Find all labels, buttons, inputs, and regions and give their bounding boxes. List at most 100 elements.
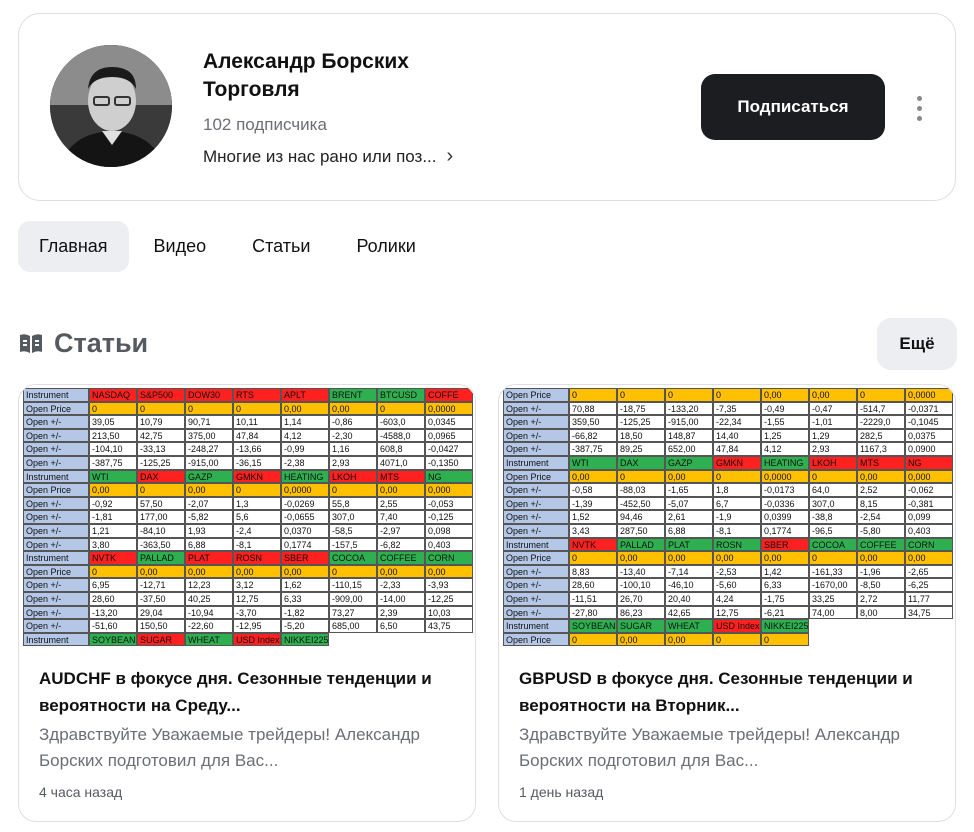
table-cell: Instrument (23, 632, 89, 647)
table-cell: 608,8 (377, 442, 425, 456)
table-cell: SBER (281, 551, 329, 565)
table-cell: 34,75 (905, 605, 953, 620)
table-cell: DAX (617, 455, 665, 470)
table-cell: PLAT (665, 537, 713, 552)
tab-articles[interactable]: Статьи (252, 236, 311, 256)
table-cell: 1,29 (809, 428, 857, 443)
table-cell: 2,55 (377, 496, 425, 511)
table-cell: -1670,00 (809, 578, 857, 592)
table-cell: COFFEE (377, 551, 425, 565)
table-cell: -0,0427 (425, 442, 473, 456)
table-cell: -0,381 (905, 496, 953, 511)
table-cell: 0,0000 (281, 483, 329, 497)
table-cell (329, 632, 377, 647)
table-cell (857, 632, 905, 647)
article-title[interactable]: GBPUSD в фокусе дня. Сезонные тенденции … (519, 669, 913, 715)
article-title[interactable]: AUDCHF в фокусе дня. Сезонные тенденции … (39, 669, 432, 715)
table-cell: 55,8 (329, 496, 377, 511)
table-cell: 6,33 (761, 578, 809, 592)
table-cell: Open +/- (23, 591, 89, 606)
table-cell: 0,00 (761, 551, 809, 565)
table-cell: 8,15 (857, 496, 905, 511)
table-cell: DAX (137, 469, 185, 484)
table-cell: Open +/- (503, 564, 569, 579)
table-cell: Open +/- (503, 605, 569, 620)
table-cell: -2,54 (857, 510, 905, 524)
tab-main[interactable]: Главная (18, 221, 129, 272)
table-cell: -58,5 (329, 523, 377, 538)
table-cell: 0 (713, 469, 761, 484)
table-cell: -452,50 (617, 496, 665, 511)
seasonal-table: Instrument NASDAQ S&P500 DOW30 RTS APLT BRENT B… (23, 388, 473, 647)
article-card[interactable]: Instrument NASDAQ S&P500 DOW30 RTS APLT BRENT B… (18, 384, 476, 822)
table-cell: 57,50 (137, 496, 185, 511)
table-cell: 3,43 (569, 523, 617, 538)
table-cell: 1,42 (761, 564, 809, 579)
table-cell: 0 (329, 564, 377, 579)
table-cell: -37,50 (137, 591, 185, 606)
table-cell: -1,96 (857, 564, 905, 579)
table-cell (905, 632, 953, 647)
table-cell: 0,0345 (425, 415, 473, 429)
table-cell: -2,97 (377, 523, 425, 538)
table-cell: 42,65 (665, 605, 713, 620)
table-cell: 375,00 (185, 428, 233, 443)
table-cell: SBER (761, 537, 809, 552)
table-cell: -104,10 (89, 442, 137, 456)
more-vertical-icon[interactable] (907, 92, 931, 124)
table-cell: -0,053 (425, 496, 473, 511)
channel-avatar[interactable] (50, 45, 172, 167)
table-cell: -33,13 (137, 442, 185, 456)
table-cell: PLAT (185, 551, 233, 565)
subscribe-button[interactable]: Подписаться (701, 74, 885, 140)
table-cell: NIKKEI225 (761, 619, 809, 633)
table-cell: 90,71 (185, 415, 233, 429)
table-cell: -5,80 (857, 523, 905, 538)
table-cell: Open +/- (503, 442, 569, 456)
table-cell: -6,82 (377, 537, 425, 552)
article-card[interactable]: Open Price 0 0 0 0 0,00 0,00 0 0,0000 Open +/- 70,… (498, 384, 956, 822)
more-articles-button[interactable]: Ещё (877, 318, 957, 370)
table-cell: ROSN (233, 551, 281, 565)
table-cell: -6,25 (905, 578, 953, 592)
table-cell: 0,00 (617, 632, 665, 647)
table-cell: 0,00 (569, 469, 617, 484)
table-cell: 0 (233, 401, 281, 416)
table-cell: 0 (761, 632, 809, 647)
table-cell: Open Price (23, 483, 89, 497)
channel-name[interactable]: Александр Борских Торговля (203, 50, 409, 101)
article-icon (20, 333, 42, 353)
table-cell: 0 (665, 388, 713, 402)
tab-video[interactable]: Видео (153, 236, 207, 256)
table-cell: -2,07 (185, 496, 233, 511)
tab-shorts[interactable]: Ролики (356, 236, 416, 256)
table-cell: LKOH (809, 455, 857, 470)
table-cell: 6,50 (377, 619, 425, 633)
table-cell (377, 632, 425, 647)
table-cell: -161,33 (809, 564, 857, 579)
table-cell: 6,7 (713, 496, 761, 511)
table-cell: 94,46 (617, 510, 665, 524)
table-cell: -7,35 (713, 401, 761, 416)
table-cell: GAZP (185, 469, 233, 484)
table-cell: 1,21 (89, 523, 137, 538)
table-cell: 0 (377, 401, 425, 416)
table-cell: 20,40 (665, 591, 713, 606)
table-cell: -0,92 (89, 496, 137, 511)
table-cell: Open +/- (23, 428, 89, 443)
channel-description[interactable]: Многие из нас рано или поз... › (203, 145, 453, 168)
table-cell: Instrument (503, 619, 569, 633)
table-cell: -2,53 (713, 564, 761, 579)
table-cell: -5,20 (281, 619, 329, 633)
table-cell: Open +/- (23, 496, 89, 511)
table-cell: 0 (89, 401, 137, 416)
table-cell: -10,94 (185, 605, 233, 620)
subscriber-count: 102 подписчика (203, 115, 327, 134)
table-cell: -363,50 (137, 537, 185, 552)
table-cell: -1,81 (89, 510, 137, 524)
table-cell: 282,5 (857, 428, 905, 443)
table-cell: 0,403 (905, 523, 953, 538)
table-cell: 3,80 (89, 537, 137, 552)
table-cell: 0,000 (905, 469, 953, 484)
table-cell: -110,15 (329, 578, 377, 592)
